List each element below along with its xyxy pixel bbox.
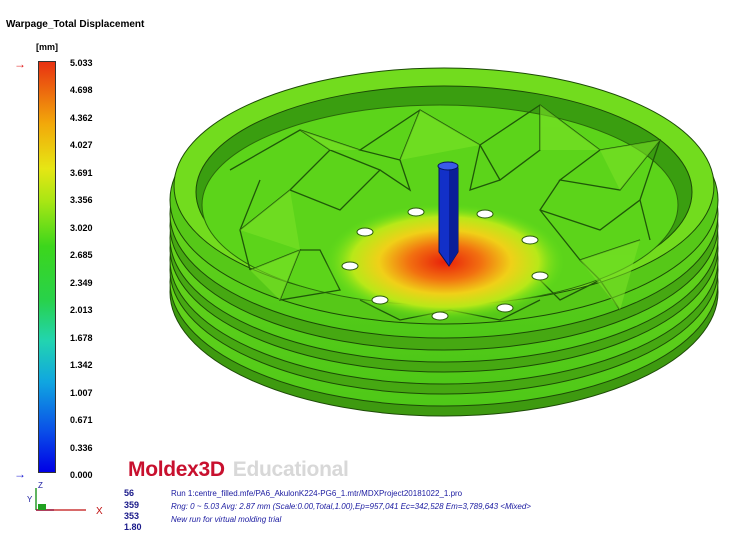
legend-tick: 5.033	[70, 58, 93, 68]
legend-tick: 1.342	[70, 360, 93, 370]
legend-tick: 2.685	[70, 250, 93, 260]
legend-tick: 4.698	[70, 85, 93, 95]
logo-brand: Moldex	[128, 458, 199, 481]
axis-triad-icon: Z Y X	[27, 481, 103, 517]
min-marker-arrow-icon: →	[14, 467, 26, 481]
legend-tick: 3.691	[70, 168, 93, 178]
run-info: Run 1:centre_filled.mfe/PA6_AkulonK224-P…	[171, 489, 463, 498]
legend-title: Warpage_Total Displacement	[6, 19, 145, 30]
axis-y-label: Y	[27, 495, 33, 504]
legend-tick: 1.678	[70, 333, 93, 343]
stat-value: 359	[124, 500, 140, 510]
legend-tick: 2.013	[70, 305, 93, 315]
legend-tick: 0.336	[70, 443, 93, 453]
range-info: Rng: 0 ~ 5.03 Avg: 2.87 mm (Scale:0.00,T…	[171, 502, 531, 511]
stat-value: 353	[124, 511, 140, 521]
axis-x-label: X	[96, 506, 103, 517]
legend-tick: 0.000	[70, 470, 93, 480]
logo-edition: Educational	[232, 458, 349, 481]
legend-tick: 2.349	[70, 278, 93, 288]
logo-brand-3d: 3D	[198, 458, 226, 481]
max-marker-arrow-icon: →	[14, 57, 26, 71]
moldex3d-logo: Moldex3D Educational	[128, 458, 349, 482]
legend-unit: [mm]	[36, 42, 58, 52]
stat-value: 1.80	[124, 522, 142, 532]
legend-tick: 4.027	[70, 140, 93, 150]
legend-tick: 1.007	[70, 388, 93, 398]
run-note: New run for virtual molding trial	[171, 515, 282, 524]
axis-z-label: Z	[38, 481, 43, 490]
legend-tick: 3.356	[70, 195, 93, 205]
legend-tick: 0.671	[70, 415, 93, 425]
stat-value: 56	[124, 488, 135, 498]
color-bar	[38, 61, 56, 473]
legend-tick: 3.020	[70, 223, 93, 233]
legend-tick: 4.362	[70, 113, 93, 123]
